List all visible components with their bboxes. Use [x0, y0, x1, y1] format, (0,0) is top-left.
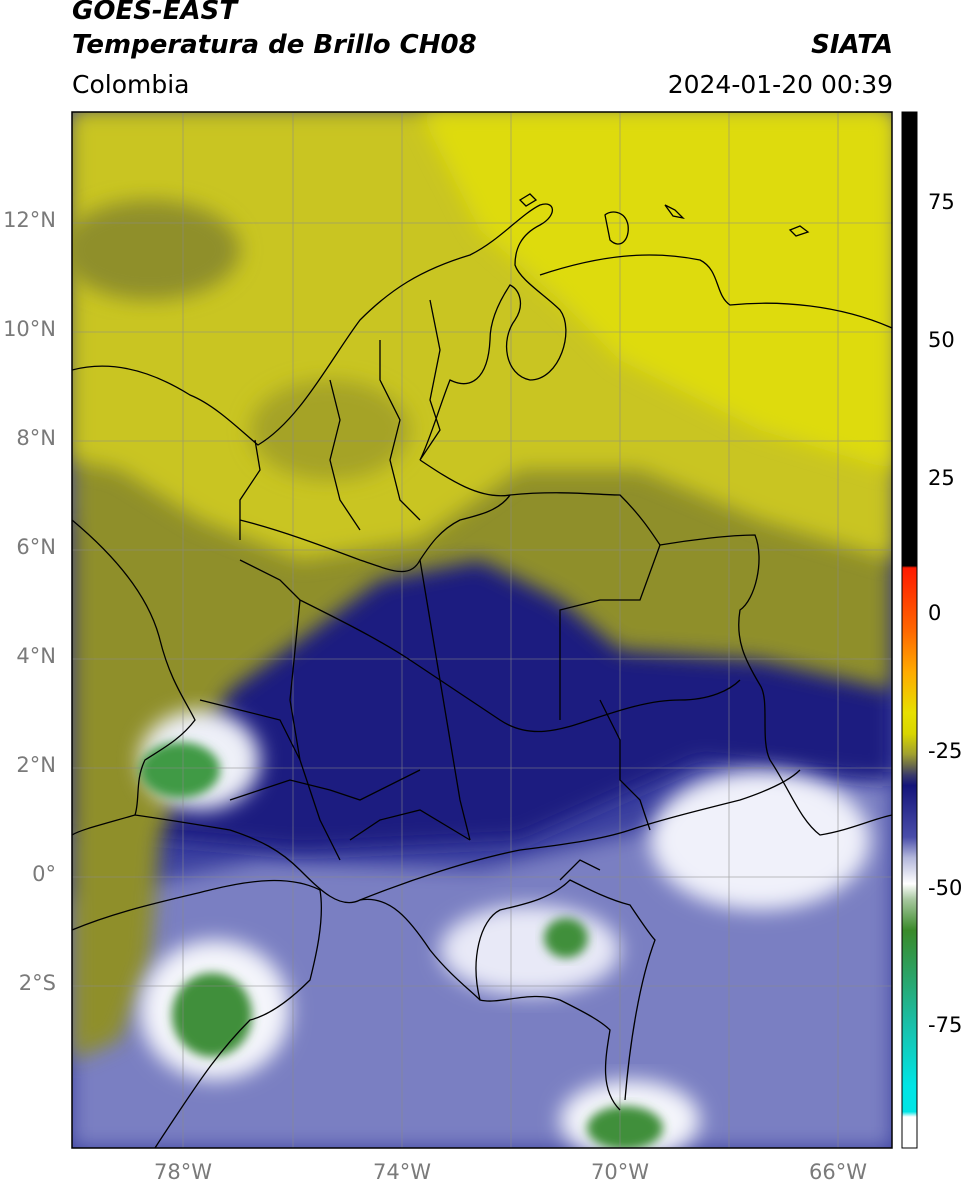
lon-label-66w: 66°W: [809, 1160, 867, 1184]
lat-label-4n: 4°N: [16, 644, 56, 668]
org-label: SIATA: [811, 30, 893, 60]
colorbar-tick-25: 25: [928, 466, 955, 490]
lat-label-2s: 2°S: [18, 971, 56, 995]
title-satellite: GOES-EAST: [72, 0, 238, 26]
colorbar-tick-minus50: -50: [928, 876, 963, 900]
colorbar-tick-0: 0: [928, 601, 942, 625]
lat-label-0: 0°: [32, 862, 56, 886]
lat-label-8n: 8°N: [16, 426, 56, 450]
colorbar: [901, 111, 918, 1149]
lon-label-74w: 74°W: [373, 1160, 431, 1184]
colorbar-tick-75: 75: [928, 190, 955, 214]
colorbar-tick-minus75: -75: [928, 1013, 963, 1037]
core-amazon: [544, 918, 588, 958]
field-olive-patch-1: [72, 200, 240, 300]
title-product: Temperatura de Brillo CH08: [72, 30, 477, 60]
datetime-label: 2024-01-20 00:39: [667, 70, 893, 99]
lat-label-10n: 10°N: [3, 317, 56, 341]
subtitle-region: Colombia: [72, 70, 190, 99]
borders: [72, 193, 892, 1148]
lat-label-2n: 2°N: [16, 753, 56, 777]
lat-label-12n: 12°N: [3, 208, 56, 232]
lat-label-6n: 6°N: [16, 535, 56, 559]
brightness-temperature-field: [72, 112, 892, 1148]
colorbar-tick-minus25: -25: [928, 739, 963, 763]
core-pacific: [140, 742, 220, 798]
field-bright-yellow: [420, 112, 892, 470]
lon-label-78w: 78°W: [154, 1160, 212, 1184]
map-frame: [71, 111, 893, 1149]
colorbar-tick-50: 50: [928, 328, 955, 352]
cloud-amazon: [440, 905, 620, 995]
core-ecuador: [172, 973, 252, 1057]
lon-label-70w: 70°W: [591, 1160, 649, 1184]
cloud-east: [650, 770, 870, 910]
gridlines: [72, 112, 892, 1148]
field-olive-patch-2: [250, 380, 410, 480]
core-south: [587, 1106, 663, 1148]
